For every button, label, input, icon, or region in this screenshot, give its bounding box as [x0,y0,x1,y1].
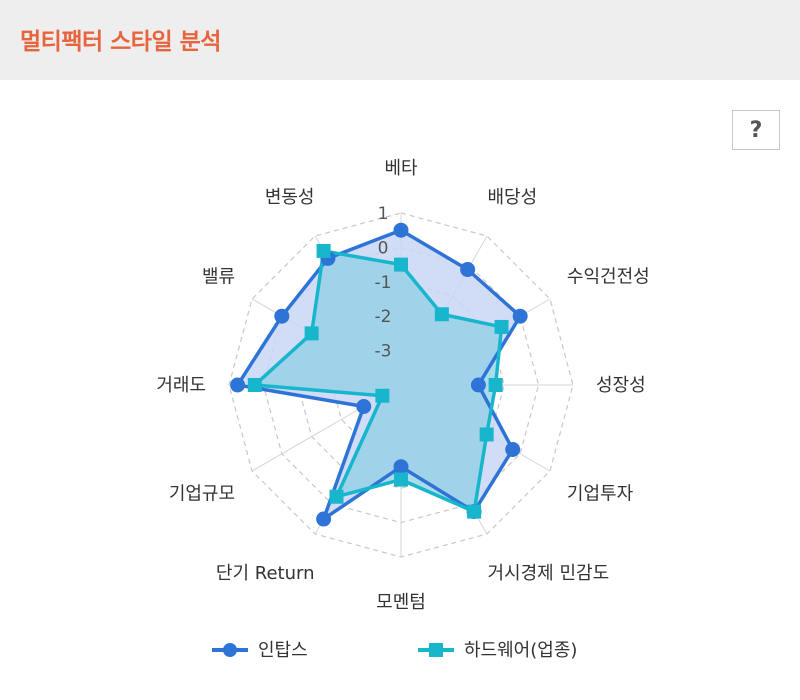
axis-label: 성장성 [596,375,646,396]
help-button[interactable]: ? [732,110,780,150]
data-point [375,388,390,403]
data-point [505,442,521,457]
axis-label: 기업투자 [567,484,634,505]
data-point [274,308,290,324]
tick-label: -1 [375,273,392,293]
page-title: 멀티팩터 스타일 분석 [20,29,221,55]
data-point [316,511,332,527]
data-point [467,504,482,519]
question-icon: ? [749,117,763,143]
data-point [494,319,509,334]
header-bar: 멀티팩터 스타일 분석 [0,0,800,80]
data-point [470,377,486,393]
data-point [394,472,408,487]
data-point [488,378,503,392]
data-point [479,427,494,442]
axis-label: 베타 [384,158,418,179]
axis-label: 거래도 [156,375,206,396]
data-point [434,307,449,322]
axis-label: 단기 Return [216,563,315,584]
data-point [393,459,409,475]
data-point [304,326,319,341]
data-point [247,378,262,392]
axis-label: 거시경제 민감도 [488,563,610,584]
axis-label: 수익건전성 [567,267,650,288]
axis-label: 변동성 [265,187,315,208]
tick-label: -3 [375,342,392,362]
data-point [394,257,408,272]
data-point [316,243,331,258]
legend-marker [429,643,443,657]
data-point [230,377,246,393]
legend-marker [223,643,237,657]
axis-label: 모멘텀 [376,592,426,613]
data-point [329,489,344,504]
legend-label: 하드웨어(업종) [464,640,577,661]
data-point [512,308,528,324]
axis-label: 밸류 [202,267,235,288]
data-point [356,399,372,414]
legend-label: 인탑스 [258,640,308,661]
tick-label: -2 [375,307,392,327]
tick-label: 0 [378,238,389,258]
data-point [393,222,409,238]
axis-label: 기업규모 [169,484,235,505]
data-point [460,262,476,278]
axis-label: 배당성 [488,187,538,208]
tick-label: 1 [378,204,389,224]
